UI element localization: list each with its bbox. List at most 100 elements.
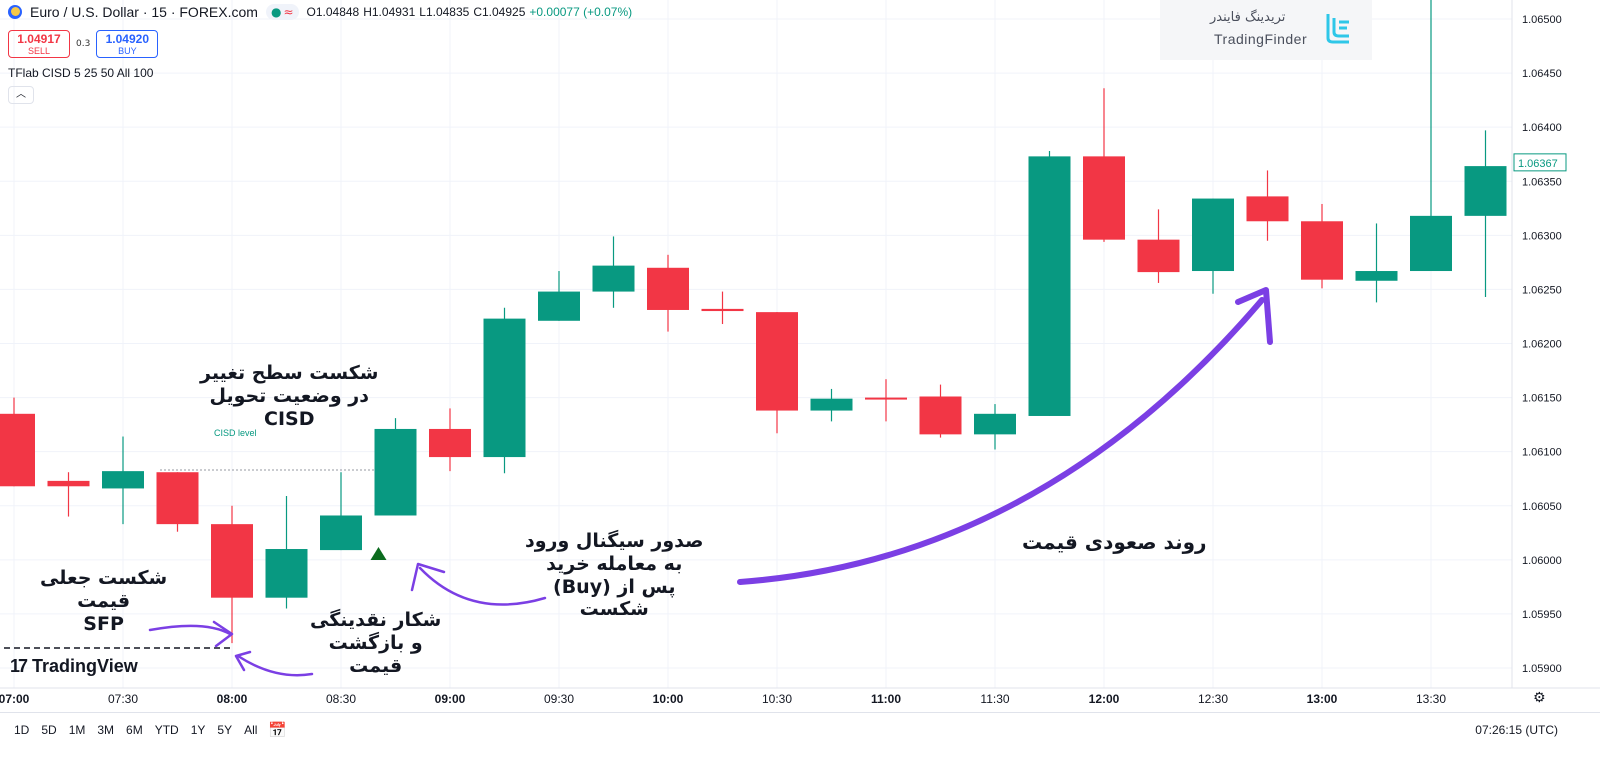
range-buttons: 1D 5D 1M 3M 6M YTD 1Y 5Y All	[14, 723, 257, 737]
candle-body[interactable]	[1137, 239, 1180, 273]
candle-body[interactable]	[538, 291, 580, 321]
indicator-legend[interactable]: TFlab CISD 5 25 50 All 100	[8, 66, 154, 80]
tradingview-logo[interactable]: 17 TradingView	[10, 656, 138, 677]
price-tick-label: 1.05950	[1522, 609, 1562, 621]
time-tick-label: 09:00	[435, 692, 466, 706]
signal-arrow	[418, 566, 547, 606]
annotation-signal: صدور سیگنال ورود به معامله خرید (Buy) پس…	[525, 530, 704, 621]
ohlc-readout: O1.04848 H1.04931 L1.04835 C1.04925 +0.0…	[307, 5, 633, 19]
candle-body[interactable]	[647, 267, 689, 310]
range-5y[interactable]: 5Y	[217, 723, 233, 737]
tradingfinder-logo-icon	[1326, 14, 1349, 44]
liquidity-arrow	[236, 654, 314, 677]
candle-body[interactable]	[1355, 271, 1398, 281]
annotation-trend: روند صعودی قیمت	[1022, 530, 1207, 554]
price-tick-label: 1.06400	[1522, 122, 1562, 134]
tradingfinder-label: TradingFinder	[1214, 31, 1308, 47]
candle-body[interactable]	[374, 428, 417, 516]
symbol-title[interactable]: Euro / U.S. Dollar · 15 · FOREX.com	[30, 4, 258, 20]
price-tick-label: 1.06350	[1522, 176, 1562, 188]
last-price-label: 1.06367	[1518, 158, 1558, 170]
cisd-level-label: CISD level	[214, 428, 257, 438]
candle-body[interactable]	[865, 397, 907, 400]
annotation-cisd: شکست سطح تغییر در وضعیت تحویل CISD	[200, 362, 379, 430]
sfp-arrow-head	[212, 620, 234, 648]
tradingfinder-persian-label: تریدینگ فایندر	[1210, 10, 1286, 25]
range-3m[interactable]: 3M	[97, 723, 115, 737]
market-status-pill[interactable]: ● ≈	[265, 4, 299, 20]
trend-arrow-head	[1235, 287, 1273, 345]
candle-body[interactable]	[974, 413, 1016, 435]
time-tick-label: 11:30	[980, 692, 1009, 706]
annotation-sfp: شکست جعلی قیمت SFP	[40, 567, 168, 635]
ohlc-high: H1.04931	[363, 5, 416, 19]
chart-header: Euro / U.S. Dollar · 15 · FOREX.com ● ≈ …	[8, 4, 632, 20]
price-tick-label: 1.06000	[1522, 555, 1562, 567]
last-price-badge	[1513, 153, 1567, 172]
time-tick-label: 10:30	[762, 692, 792, 706]
candle-body[interactable]	[156, 472, 199, 525]
signal-arrow-head	[410, 562, 446, 592]
candle-body[interactable]	[0, 413, 35, 487]
candle-body[interactable]	[483, 318, 526, 458]
candle-body[interactable]	[701, 308, 744, 312]
time-tick-label: 07:00	[0, 692, 30, 706]
candle-body[interactable]	[1301, 221, 1343, 280]
collapse-chevron-icon[interactable]: ︿	[8, 86, 34, 104]
sell-label: SELL	[27, 46, 51, 56]
time-tick-label: 10:00	[653, 692, 684, 706]
candle-body[interactable]	[810, 398, 853, 411]
candle-body[interactable]	[1192, 198, 1234, 272]
candle-body[interactable]	[429, 428, 471, 458]
buy-label: BUY	[118, 46, 137, 56]
candle-body[interactable]	[1028, 156, 1071, 416]
candle-body[interactable]	[47, 480, 90, 487]
candle-body[interactable]	[1410, 215, 1452, 272]
ohlc-low: L1.04835	[419, 5, 470, 19]
range-5d[interactable]: 5D	[41, 723, 57, 737]
time-tick-label: 08:30	[326, 692, 356, 706]
candle-body[interactable]	[592, 265, 635, 292]
calendar-icon[interactable]: 📅	[268, 721, 287, 739]
trade-panel: 1.04917 SELL 0.3 1.04920 BUY	[8, 30, 159, 58]
candle-body[interactable]	[1464, 166, 1507, 216]
utc-clock[interactable]: 07:26:15 (UTC)	[1475, 723, 1558, 737]
buy-price: 1.04920	[105, 32, 150, 46]
bottom-toolbar: 1D 5D 1M 3M 6M YTD 1Y 5Y All 📅 07:26:15 …	[0, 712, 1600, 764]
price-chart[interactable]: 1.05900 1.05950 1.06000 1.06050 1.06100 1.061…	[0, 0, 1600, 712]
range-all[interactable]: All	[244, 723, 258, 737]
price-tick-label: 1.06300	[1522, 230, 1562, 242]
price-tick-label: 1.06450	[1522, 68, 1562, 80]
candle-body[interactable]	[320, 515, 362, 551]
buy-button[interactable]: 1.04920 BUY	[96, 30, 159, 58]
time-tick-label: 13:00	[1307, 692, 1338, 706]
tradingview-mark-icon: 17	[10, 656, 28, 676]
candle-body[interactable]	[102, 471, 144, 489]
annotation-liquidity: شکار نقدینگی و بازگشت قیمت	[310, 609, 442, 677]
sell-button[interactable]: 1.04917 SELL	[8, 30, 70, 58]
range-1d[interactable]: 1D	[14, 723, 30, 737]
wave-icon: ≈	[283, 5, 294, 19]
price-tick-label: 1.06500	[1522, 14, 1562, 26]
candle-body[interactable]	[1083, 156, 1125, 240]
market-open-icon: ●	[270, 5, 282, 19]
range-ytd[interactable]: YTD	[154, 723, 179, 737]
ohlc-change: +0.00077 (+0.07%)	[529, 5, 633, 19]
time-tick-label: 11:00	[871, 692, 901, 706]
range-6m[interactable]: 6M	[126, 723, 143, 737]
trend-arrow	[737, 297, 1265, 585]
time-tick-label: 09:30	[544, 692, 574, 706]
price-tick-label: 1.06100	[1522, 447, 1562, 459]
candle-body[interactable]	[919, 396, 962, 435]
gear-icon[interactable]: ⚙	[1533, 690, 1546, 706]
candle-body[interactable]	[1246, 196, 1289, 222]
time-tick-label: 12:00	[1089, 692, 1120, 706]
currency-flag-icon	[8, 5, 22, 19]
candle-body[interactable]	[265, 549, 308, 598]
range-1m[interactable]: 1M	[68, 723, 86, 737]
tradingview-label: TradingView	[32, 656, 138, 676]
candle-body[interactable]	[756, 312, 798, 411]
range-1y[interactable]: 1Y	[190, 723, 206, 737]
price-tick-label: 1.06150	[1522, 393, 1562, 405]
candle-body[interactable]	[211, 524, 253, 598]
